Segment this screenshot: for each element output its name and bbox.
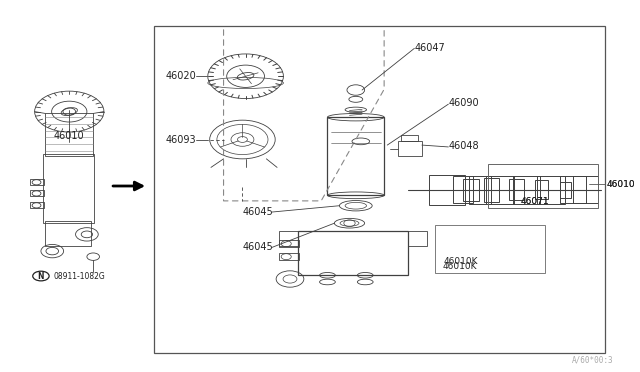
- Text: 46090: 46090: [449, 99, 479, 108]
- Bar: [484, 178, 499, 202]
- Bar: [561, 182, 570, 198]
- Text: 46045: 46045: [243, 207, 273, 217]
- Bar: [45, 221, 91, 246]
- Bar: [45, 113, 93, 156]
- Bar: [509, 179, 524, 200]
- Bar: [535, 180, 548, 199]
- Bar: [398, 141, 422, 156]
- Bar: [30, 202, 44, 208]
- Text: 46010K: 46010K: [442, 262, 477, 271]
- Bar: [468, 176, 491, 204]
- Bar: [486, 176, 514, 204]
- Text: 46010: 46010: [607, 180, 635, 189]
- Bar: [328, 117, 384, 195]
- Bar: [429, 175, 465, 205]
- Text: 46010: 46010: [607, 180, 635, 189]
- Bar: [452, 176, 473, 203]
- Text: N: N: [38, 272, 44, 280]
- Text: 46093: 46093: [166, 135, 196, 144]
- Bar: [278, 231, 298, 246]
- Text: 46010: 46010: [54, 131, 84, 141]
- Text: 46045: 46045: [243, 243, 273, 252]
- Text: 46048: 46048: [449, 141, 479, 151]
- Bar: [463, 179, 479, 201]
- Bar: [573, 176, 598, 203]
- Bar: [278, 253, 299, 260]
- Bar: [43, 154, 95, 223]
- Bar: [408, 231, 427, 246]
- Bar: [435, 225, 545, 273]
- Bar: [154, 26, 605, 353]
- Bar: [278, 240, 299, 247]
- Bar: [513, 176, 540, 204]
- Text: 46071: 46071: [521, 197, 550, 206]
- Text: 46047: 46047: [414, 43, 445, 52]
- Bar: [30, 190, 44, 196]
- Bar: [561, 176, 586, 203]
- Bar: [488, 164, 598, 208]
- Bar: [537, 176, 565, 204]
- Text: 08911-1082G: 08911-1082G: [54, 272, 105, 280]
- Text: 46020: 46020: [166, 71, 196, 81]
- Bar: [401, 135, 418, 141]
- Bar: [298, 231, 408, 275]
- Text: A/60*00:3: A/60*00:3: [572, 356, 614, 365]
- Circle shape: [33, 271, 49, 281]
- Text: 46071: 46071: [521, 197, 550, 206]
- Text: 46010K: 46010K: [444, 257, 478, 266]
- Bar: [30, 179, 44, 185]
